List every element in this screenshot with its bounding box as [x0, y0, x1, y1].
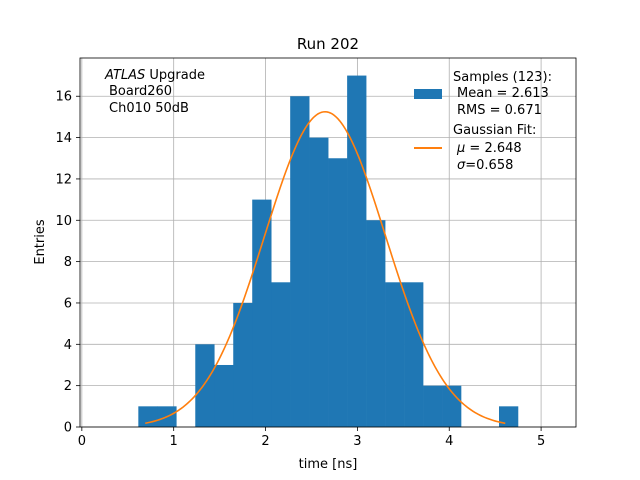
x-tick-label: 1 — [170, 434, 178, 449]
histogram-bar — [214, 364, 234, 427]
y-tick-label: 2 — [64, 379, 72, 394]
y-tick-label: 12 — [55, 172, 72, 187]
histogram-bar — [404, 282, 424, 427]
svg-text:σ=0.658: σ=0.658 — [457, 158, 513, 173]
histogram-bars — [138, 75, 519, 428]
legend-samples-title: Samples (123): — [453, 70, 552, 85]
legend-fit-mu-symbol: μ — [456, 141, 465, 156]
fit-curve — [145, 110, 506, 425]
annotation-upgrade: Upgrade — [145, 68, 205, 83]
y-axis-label: Entries — [33, 219, 48, 265]
histogram-bar — [252, 199, 272, 427]
histogram-bar — [423, 385, 443, 427]
histogram-bar — [347, 75, 367, 428]
histogram-bar — [309, 137, 329, 427]
histogram-bar — [442, 385, 462, 427]
histogram-bar — [271, 282, 291, 427]
svg-text:ATLAS Upgrade: ATLAS Upgrade — [104, 68, 205, 83]
histogram-bar — [138, 406, 158, 427]
svg-text:μ = 2.648: μ = 2.648 — [456, 141, 522, 156]
annotation-channel: Ch010 50dB — [109, 101, 189, 116]
histogram-bar — [290, 96, 310, 427]
legend-samples-rms: RMS = 0.671 — [457, 103, 542, 118]
x-tick-label: 0 — [78, 434, 86, 449]
y-tick-label: 16 — [55, 90, 72, 105]
legend-fit-sigma-value: =0.658 — [465, 158, 513, 173]
x-tick-label: 4 — [445, 434, 453, 449]
y-tick-label: 6 — [64, 296, 72, 311]
y-tick-label: 8 — [64, 255, 72, 270]
y-tick-label: 0 — [64, 421, 72, 436]
histogram-bar — [499, 406, 519, 427]
histogram-bar — [328, 158, 348, 427]
histogram-bar — [195, 344, 215, 427]
x-axis-label: time [ns] — [299, 457, 358, 472]
annotation-board: Board260 — [109, 84, 172, 99]
x-tick-label: 2 — [261, 434, 269, 449]
legend: Samples (123): Mean = 2.613 RMS = 0.671 … — [414, 70, 552, 173]
y-tick-label: 14 — [55, 131, 72, 146]
plot-frame — [79, 57, 577, 428]
gaussian-fit — [145, 110, 506, 425]
atlas-annotation: ATLAS Upgrade Board260 Ch010 50dB — [104, 68, 205, 116]
legend-fit-title: Gaussian Fit: — [453, 123, 536, 138]
histogram-bar — [366, 220, 386, 427]
annotation-atlas: ATLAS — [104, 68, 145, 83]
y-tick-label: 10 — [55, 214, 72, 229]
legend-samples-mean: Mean = 2.613 — [457, 86, 549, 101]
y-tick-label: 4 — [64, 338, 72, 353]
histogram-bar — [233, 302, 253, 427]
legend-fit-mu-value: = 2.648 — [465, 141, 521, 156]
histogram-bar — [385, 282, 405, 427]
x-tick-label: 5 — [537, 434, 545, 449]
x-tick-label: 3 — [353, 434, 361, 449]
chart-title: Run 202 — [297, 35, 359, 53]
legend-fit-sigma-symbol: σ — [457, 158, 466, 173]
legend-swatch-samples — [414, 89, 442, 99]
